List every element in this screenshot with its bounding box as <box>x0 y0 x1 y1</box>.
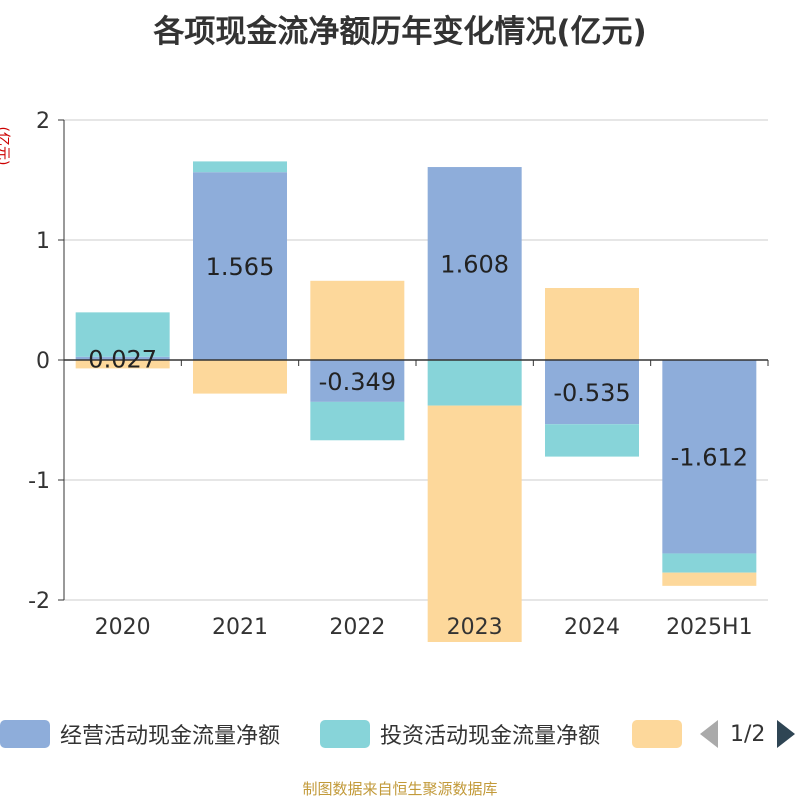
bar-series-1-2024[interactable] <box>545 424 639 457</box>
bar-series-2-2025H1[interactable] <box>662 572 757 586</box>
data-label: -1.612 <box>671 444 748 472</box>
legend-pager: 1/2 <box>700 718 796 750</box>
bar-series-0-2024[interactable] <box>545 360 639 425</box>
bar-series-0-2025H1[interactable] <box>662 360 757 554</box>
data-source-note: 制图数据来自恒生聚源数据库 <box>302 780 498 798</box>
x-tick-label: 2023 <box>447 615 503 640</box>
bar-series-0-2020[interactable] <box>75 356 170 360</box>
legend-swatch-operating <box>0 720 50 748</box>
bar-series-0-2022[interactable] <box>310 360 405 402</box>
x-tick-label: 2021 <box>212 615 268 640</box>
bar-series-0-2023[interactable] <box>427 167 522 360</box>
data-label: -0.535 <box>553 379 630 407</box>
bar-series-0-2021[interactable] <box>193 172 287 360</box>
bar-chart: 2 1 0 -1 -2 2020 2021 2022 2023 2024 2025H1 0.027 1… <box>28 109 769 642</box>
bar-series-2-2021[interactable] <box>193 360 287 394</box>
x-tick-label: 2022 <box>329 615 385 640</box>
y-tick-label: 0 <box>36 349 50 374</box>
legend-swatch-investing <box>320 720 370 748</box>
bar-series-1-2022[interactable] <box>310 401 405 441</box>
bar-series-1-2025H1[interactable] <box>662 553 757 573</box>
y-tick-label: -2 <box>28 589 50 614</box>
legend-prev-icon[interactable] <box>700 720 718 748</box>
chart-title: 各项现金流净额历年变化情况(亿元) <box>153 14 647 50</box>
bar-series-1-2021[interactable] <box>193 161 287 173</box>
bar-series-2-2020[interactable] <box>75 360 170 369</box>
data-label: 0.027 <box>88 345 157 373</box>
x-tick-label: 2024 <box>564 615 620 640</box>
bar-series-1-2020[interactable] <box>75 312 170 357</box>
legend-item-operating[interactable]: 经营活动现金流量净额 <box>0 718 280 750</box>
bar-series-2-2024[interactable] <box>545 288 639 360</box>
x-tick-label: 2020 <box>95 615 151 640</box>
bar-series-1-2023[interactable] <box>427 360 522 406</box>
legend-next-icon[interactable] <box>777 720 796 748</box>
bar-series-2-2022[interactable] <box>310 280 405 360</box>
legend-label-investing: 投资活动现金流量净额 <box>380 724 601 749</box>
legend-label-operating: 经营活动现金流量净额 <box>60 724 281 749</box>
x-tick-label: 2025H1 <box>666 615 753 640</box>
legend-swatch-financing <box>632 720 682 748</box>
y-tick-label: 2 <box>36 109 50 134</box>
data-label: -0.349 <box>319 368 396 396</box>
y-tick-label: 1 <box>36 229 50 254</box>
legend-item-financing[interactable] <box>632 718 692 750</box>
data-label: 1.565 <box>206 253 275 281</box>
y-tick-label: -1 <box>28 469 50 494</box>
legend-page-indicator: 1/2 <box>730 721 766 747</box>
bar-series-2-2023[interactable] <box>427 405 522 642</box>
legend-item-investing[interactable]: 投资活动现金流量净额 <box>320 718 600 750</box>
data-label: 1.608 <box>440 251 509 279</box>
